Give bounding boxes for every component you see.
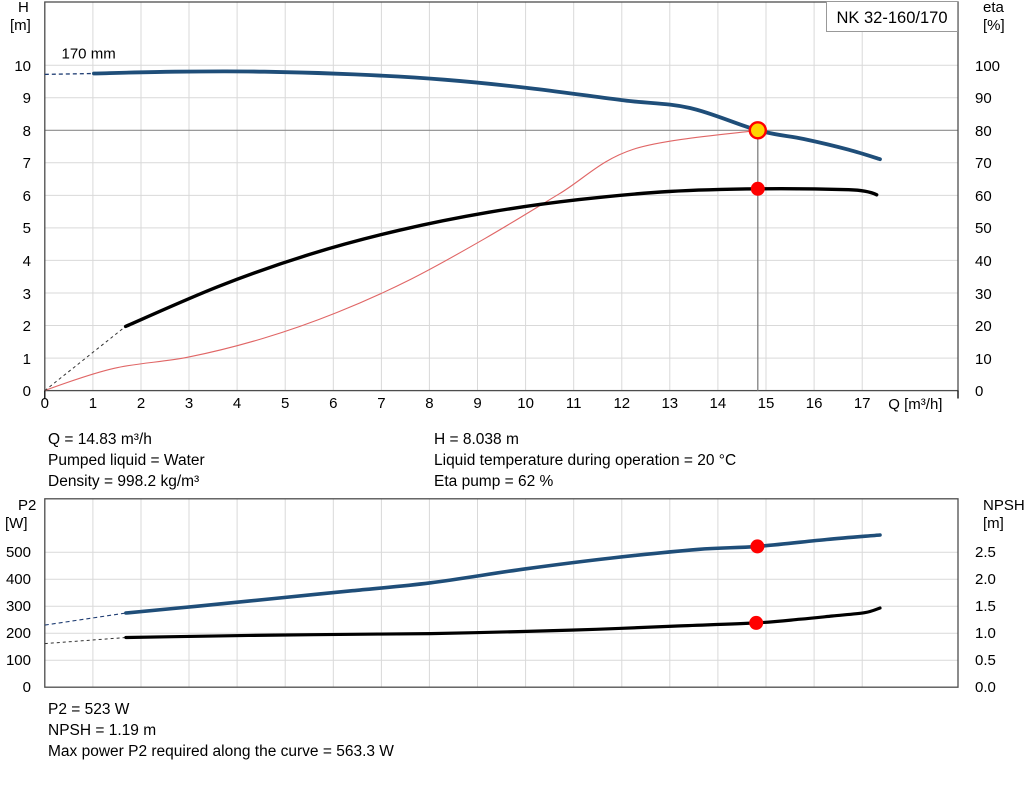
- svg-text:10: 10: [517, 395, 534, 412]
- svg-text:5: 5: [281, 395, 289, 412]
- svg-text:eta: eta: [983, 0, 1005, 16]
- svg-text:20: 20: [975, 318, 992, 335]
- svg-text:1: 1: [89, 395, 97, 412]
- svg-text:6: 6: [23, 188, 31, 205]
- svg-text:170 mm: 170 mm: [62, 46, 116, 63]
- svg-text:14: 14: [710, 395, 727, 412]
- svg-text:1.0: 1.0: [975, 625, 996, 642]
- svg-text:P2: P2: [18, 497, 36, 514]
- svg-text:30: 30: [975, 286, 992, 303]
- svg-text:60: 60: [975, 188, 992, 205]
- svg-text:3: 3: [23, 286, 31, 303]
- svg-text:0: 0: [41, 395, 49, 412]
- svg-text:NPSH = 1.19 m: NPSH = 1.19 m: [48, 722, 156, 739]
- svg-text:NPSH: NPSH: [983, 497, 1024, 514]
- svg-text:0.0: 0.0: [975, 679, 996, 696]
- svg-text:P2 = 523 W: P2 = 523 W: [48, 701, 130, 718]
- svg-text:500: 500: [6, 544, 31, 561]
- svg-text:4: 4: [233, 395, 241, 412]
- svg-text:2.0: 2.0: [975, 571, 996, 588]
- svg-text:1: 1: [23, 351, 31, 368]
- svg-text:300: 300: [6, 598, 31, 615]
- svg-text:70: 70: [975, 155, 992, 172]
- svg-text:7: 7: [23, 155, 31, 172]
- svg-text:10: 10: [975, 351, 992, 368]
- svg-text:80: 80: [975, 123, 992, 140]
- svg-text:0: 0: [975, 383, 983, 400]
- svg-text:100: 100: [6, 652, 31, 669]
- svg-text:0: 0: [23, 383, 31, 400]
- svg-text:2: 2: [23, 318, 31, 335]
- svg-text:[m]: [m]: [10, 17, 31, 34]
- svg-text:15: 15: [758, 395, 775, 412]
- svg-text:50: 50: [975, 220, 992, 237]
- svg-text:17: 17: [854, 395, 871, 412]
- svg-text:8: 8: [23, 123, 31, 140]
- svg-text:100: 100: [975, 58, 1000, 75]
- svg-text:3: 3: [185, 395, 193, 412]
- svg-text:[%]: [%]: [983, 17, 1005, 34]
- svg-text:10: 10: [14, 58, 31, 75]
- svg-text:Q [m³/h]: Q [m³/h]: [888, 396, 942, 413]
- svg-text:5: 5: [23, 220, 31, 237]
- svg-text:16: 16: [806, 395, 823, 412]
- svg-text:Eta pump = 62 %: Eta pump = 62 %: [434, 473, 554, 490]
- svg-text:H: H: [18, 0, 29, 16]
- svg-text:0: 0: [23, 679, 31, 696]
- svg-text:7: 7: [377, 395, 385, 412]
- svg-text:Density = 998.2 kg/m³: Density = 998.2 kg/m³: [48, 473, 199, 490]
- svg-text:H = 8.038 m: H = 8.038 m: [434, 431, 519, 448]
- svg-text:Pumped liquid = Water: Pumped liquid = Water: [48, 452, 205, 469]
- svg-text:400: 400: [6, 571, 31, 588]
- svg-text:12: 12: [613, 395, 630, 412]
- svg-text:1.5: 1.5: [975, 598, 996, 615]
- svg-text:0.5: 0.5: [975, 652, 996, 669]
- svg-text:4: 4: [23, 253, 31, 270]
- svg-text:2.5: 2.5: [975, 544, 996, 561]
- svg-text:8: 8: [425, 395, 433, 412]
- svg-text:9: 9: [23, 90, 31, 107]
- svg-text:Max power P2 required along th: Max power P2 required along the curve = …: [48, 743, 394, 760]
- svg-text:9: 9: [473, 395, 481, 412]
- svg-text:2: 2: [137, 395, 145, 412]
- svg-text:Liquid temperature during oper: Liquid temperature during operation = 20…: [434, 452, 736, 469]
- svg-text:90: 90: [975, 90, 992, 107]
- svg-text:11: 11: [566, 395, 582, 412]
- svg-text:Q = 14.83 m³/h: Q = 14.83 m³/h: [48, 431, 152, 448]
- svg-text:200: 200: [6, 625, 31, 642]
- svg-text:6: 6: [329, 395, 337, 412]
- svg-text:[m]: [m]: [983, 515, 1004, 532]
- svg-text:40: 40: [975, 253, 992, 270]
- svg-text:[W]: [W]: [5, 515, 28, 532]
- svg-text:13: 13: [661, 395, 678, 412]
- svg-text:NK 32-160/170: NK 32-160/170: [837, 9, 948, 27]
